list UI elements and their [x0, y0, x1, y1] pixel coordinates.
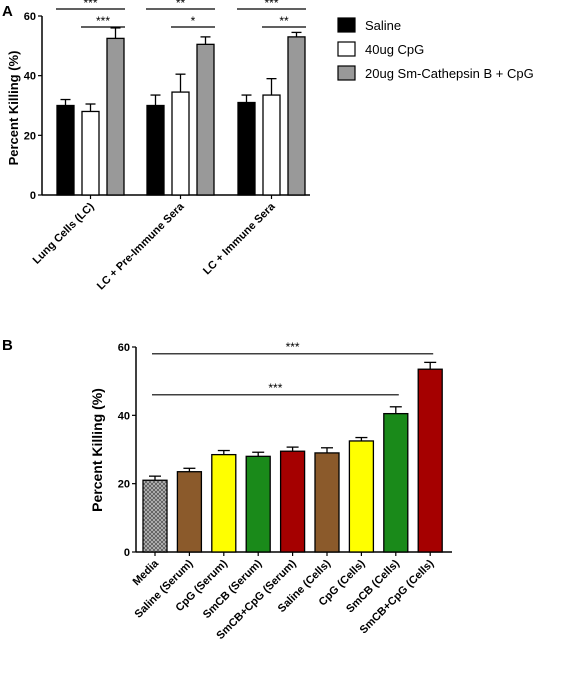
panel-a-legend: Saline 40ug CpG 20ug Sm-Cathepsin B + CpG: [337, 17, 534, 81]
panel-b-ytick-label: 0: [124, 547, 130, 559]
panel-a-legend-label: 40ug CpG: [365, 42, 424, 57]
panel-a-significance: **************: [56, 0, 306, 28]
panel-a-legend-swatch: [337, 41, 356, 57]
panel-b-significance: *** ***: [152, 340, 434, 396]
panel-a-bar: [262, 94, 281, 196]
panel-a-bar: [56, 104, 75, 196]
panel-a-ylabel: Percent Killing (%): [6, 51, 21, 166]
panel-a-bar: [146, 104, 165, 196]
panel-b-bar: [417, 368, 443, 553]
panel-b-ytick-label: 60: [118, 342, 130, 354]
panel-b-bar: [142, 479, 168, 553]
panel-b-bar: [383, 412, 409, 553]
panel-a-ytick-label: 0: [30, 190, 36, 202]
panel-a-bars: Lung Cells (LC)LC + Pre-Immune Sera LC + …: [31, 27, 306, 292]
panel-a-xtick-label: Lung Cells (LC): [31, 200, 97, 266]
panel-a-xtick-label: LC + Pre-Immune Sera: [95, 200, 187, 292]
panel-a-bar: [171, 91, 190, 196]
panel-a-bar: [106, 37, 125, 196]
panel-a-ytick-label: 40: [24, 71, 36, 83]
panel-b-label: B: [2, 337, 13, 354]
panel-a-significance-stars: ***: [83, 0, 97, 10]
panel-b-ytick-label: 20: [118, 479, 130, 491]
panel-a-significance-stars: ***: [264, 0, 278, 10]
panel-b-ytick-label: 40: [118, 410, 130, 422]
panel-a-ytick-label: 20: [24, 130, 36, 142]
panel-b-bar: [176, 471, 203, 553]
panel-a-ytick-label: 60: [24, 11, 36, 23]
panel-a-xtick-label: LC + Immune Sera: [201, 200, 278, 277]
panel-b-significance-stars: ***: [286, 340, 300, 354]
panel-a-significance-stars: **: [279, 14, 289, 28]
panel-a: A Percent Killing (%) 0 20 40 60 Lung Cells…: [2, 0, 534, 292]
panel-b-bar: [245, 455, 271, 553]
panel-b-significance-stars: ***: [268, 381, 282, 395]
panel-b-ylabel: Percent Killing (%): [89, 388, 105, 512]
panel-a-legend-label: 20ug Sm-Cathepsin B + CpG: [365, 66, 534, 81]
panel-b: B Percent Killing (%) 0 20 40 60 MediaSalin…: [2, 337, 452, 642]
panel-a-significance-stars: *: [191, 14, 196, 28]
panel-a-bar: [237, 101, 256, 196]
panel-b-bar: [314, 452, 340, 553]
panel-a-significance-stars: **: [176, 0, 186, 10]
panel-a-significance-stars: ***: [96, 14, 110, 28]
panel-b-bar: [211, 453, 237, 553]
panel-a-legend-swatch: [337, 65, 356, 81]
panel-a-bar: [196, 43, 215, 196]
panel-a-legend-swatch: [337, 17, 356, 33]
panel-b-xtick-label: SmCB (Serum): [201, 557, 265, 621]
panel-b-xtick-label: Media: [131, 557, 162, 588]
panel-a-legend-label: Saline: [365, 18, 401, 33]
panel-b-bar: [279, 450, 306, 553]
panel-a-bar: [287, 36, 306, 196]
panel-a-bar: [81, 110, 100, 196]
panel-a-label: A: [2, 3, 13, 20]
panel-b-bar: [348, 440, 375, 553]
